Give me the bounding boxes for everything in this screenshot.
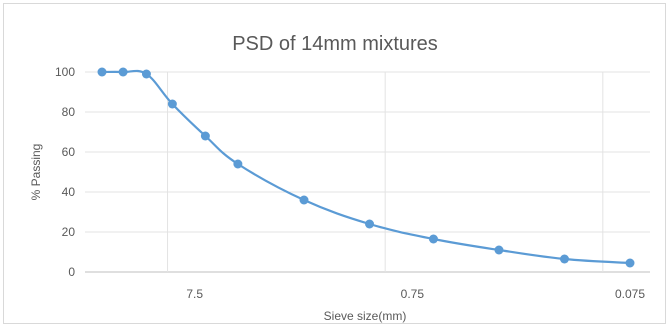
series-group: [97, 67, 635, 268]
data-point: [141, 69, 151, 79]
x-tick-label: 0.75: [401, 287, 425, 301]
data-point: [559, 254, 569, 264]
y-tick-label: 80: [62, 105, 76, 119]
data-point: [200, 131, 210, 141]
data-point: [428, 234, 438, 244]
y-tick-label: 20: [62, 225, 76, 239]
data-point: [97, 67, 107, 77]
series-line: [101, 69, 631, 265]
x-tick-label: 0.075: [615, 287, 645, 301]
data-point: [625, 258, 635, 268]
x-tick-label: 7.5: [186, 287, 203, 301]
x-axis-label: Sieve size(mm): [324, 309, 407, 323]
y-axis-label: % Passing: [29, 144, 43, 201]
chart-title: PSD of 14mm mixtures: [232, 33, 438, 55]
x-tick-labels: 7.5 0.75 0.075: [186, 287, 645, 301]
y-tick-label: 60: [62, 145, 76, 159]
y-tick-labels: 0 20 40 60 80 100: [55, 65, 75, 279]
y-tick-label: 0: [68, 265, 75, 279]
data-point: [299, 195, 309, 205]
data-point: [365, 219, 375, 229]
data-point: [494, 245, 504, 255]
data-point: [118, 67, 128, 77]
chart-frame: [3, 3, 666, 324]
data-point: [233, 159, 243, 169]
y-tick-label: 100: [55, 65, 75, 79]
y-tick-label: 40: [62, 185, 76, 199]
data-point: [167, 99, 177, 109]
